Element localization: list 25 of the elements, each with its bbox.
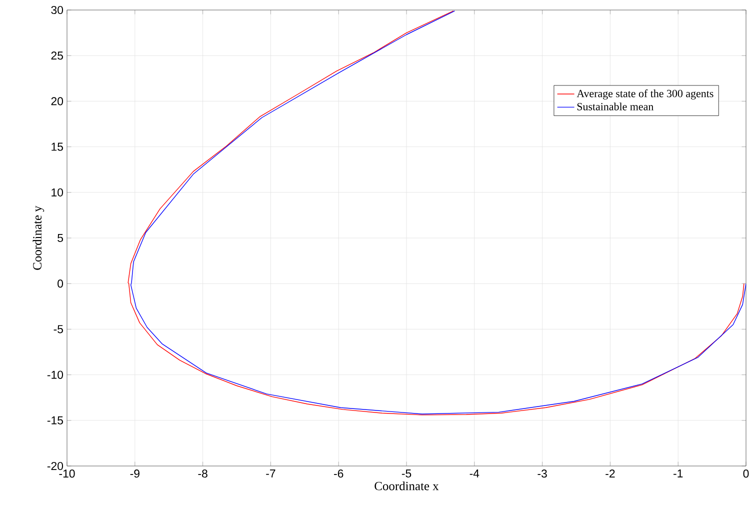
x-tick-label: -1 (674, 470, 683, 478)
x-tick-label: -9 (130, 470, 140, 478)
y-tick-label: -5 (54, 325, 63, 334)
y-tick-label: -10 (47, 370, 64, 379)
x-tick-label: -8 (198, 470, 208, 478)
x-tick-label: -7 (266, 470, 276, 478)
x-axis-title: Coordinate x (374, 481, 439, 490)
y-tick-label: 5 (58, 234, 63, 242)
y-tick-label: -15 (47, 416, 63, 424)
x-tick-label: -5 (402, 470, 412, 478)
legend-label: Sustainable mean (577, 102, 654, 110)
y-tick-label: 10 (52, 188, 64, 196)
x-tick-label: -6 (334, 470, 344, 478)
y-tick-label: 25 (51, 52, 63, 60)
x-tick-label: 0 (743, 470, 749, 478)
legend-label: Average state of the 300 agents (576, 89, 714, 100)
x-tick-label: -3 (538, 470, 547, 478)
y-tick-label: 20 (51, 97, 64, 106)
y-tick-label: 0 (58, 280, 64, 288)
y-tick-label: 30 (51, 6, 64, 14)
x-tick-label: -2 (606, 470, 615, 478)
y-tick-label: -20 (47, 462, 64, 470)
x-tick-label: -4 (470, 470, 480, 478)
y-tick-label: 15 (52, 142, 63, 151)
y-axis-title: Coordinate y (32, 206, 44, 270)
